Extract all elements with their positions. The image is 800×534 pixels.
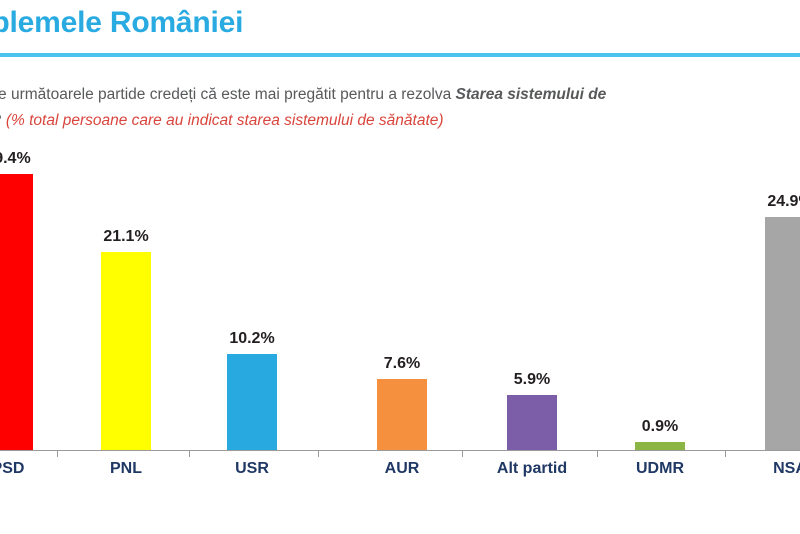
bar-value-label: 10.2% bbox=[229, 330, 275, 348]
axis-tick bbox=[597, 450, 598, 457]
bar-group: 29.4% bbox=[0, 150, 33, 450]
bar-group: 24.9% bbox=[765, 150, 800, 450]
question-line-1-prefix: Care dintre următoarele partide credeți … bbox=[0, 86, 452, 103]
category-label-alt-partid: Alt partid bbox=[496, 460, 568, 477]
bar-value-label: 21.1% bbox=[103, 228, 149, 246]
bar-nsa[interactable] bbox=[765, 216, 800, 450]
axis-tick bbox=[462, 450, 463, 457]
bar-value-label: 5.9% bbox=[513, 370, 551, 388]
bar-alt-partid[interactable] bbox=[507, 394, 557, 450]
bar-value-label: 29.4% bbox=[0, 150, 31, 168]
x-axis-line bbox=[0, 450, 800, 451]
plot-area: 29.4% 21.1% 10.2% 7.6% 5.9% 0.9% 24.9% bbox=[0, 150, 800, 450]
category-label-usr: USR bbox=[235, 460, 269, 477]
question-line-2: sănătate? (% total persoane care au indi… bbox=[0, 108, 800, 134]
category-label-nsa: NSA bbox=[773, 460, 800, 477]
bar-value-label: 24.9% bbox=[767, 192, 800, 210]
title-divider bbox=[0, 53, 800, 57]
page-title: Problemele României bbox=[0, 6, 244, 39]
bar-aur[interactable] bbox=[377, 378, 427, 450]
bar-value-label: 0.9% bbox=[641, 417, 679, 435]
axis-tick bbox=[189, 450, 190, 457]
question-note: (% total persoane care au indicat starea… bbox=[5, 112, 444, 129]
bar-pnl[interactable] bbox=[101, 252, 151, 450]
question-line-2-suffix: ? bbox=[0, 112, 6, 129]
bar-group: 10.2% bbox=[227, 150, 277, 450]
question-line-1-emphasis: Starea sistemului de bbox=[455, 86, 607, 103]
axis-tick bbox=[57, 450, 58, 457]
bar-value-label: 7.6% bbox=[383, 354, 421, 372]
question-line-1: Care dintre următoarele partide credeți … bbox=[0, 82, 800, 108]
bar-usr[interactable] bbox=[227, 354, 277, 450]
bar-group: 5.9% bbox=[507, 150, 557, 450]
bar-psd[interactable] bbox=[0, 174, 33, 450]
bar-chart: 29.4% 21.1% 10.2% 7.6% 5.9% 0.9% 24.9% PSD PNL U… bbox=[0, 150, 800, 480]
bar-group: 0.9% bbox=[635, 150, 685, 450]
category-label-psd: PSD bbox=[0, 460, 25, 477]
category-label-pnl: PNL bbox=[110, 460, 142, 477]
category-label-udmr: UDMR bbox=[636, 460, 684, 477]
axis-tick bbox=[318, 450, 319, 457]
bar-group: 7.6% bbox=[377, 150, 427, 450]
axis-tick bbox=[725, 450, 726, 457]
bar-group: 21.1% bbox=[101, 150, 151, 450]
category-label-aur: AUR bbox=[384, 460, 420, 477]
question-text: Care dintre următoarele partide credeți … bbox=[0, 82, 800, 134]
bar-udmr[interactable] bbox=[635, 441, 685, 450]
